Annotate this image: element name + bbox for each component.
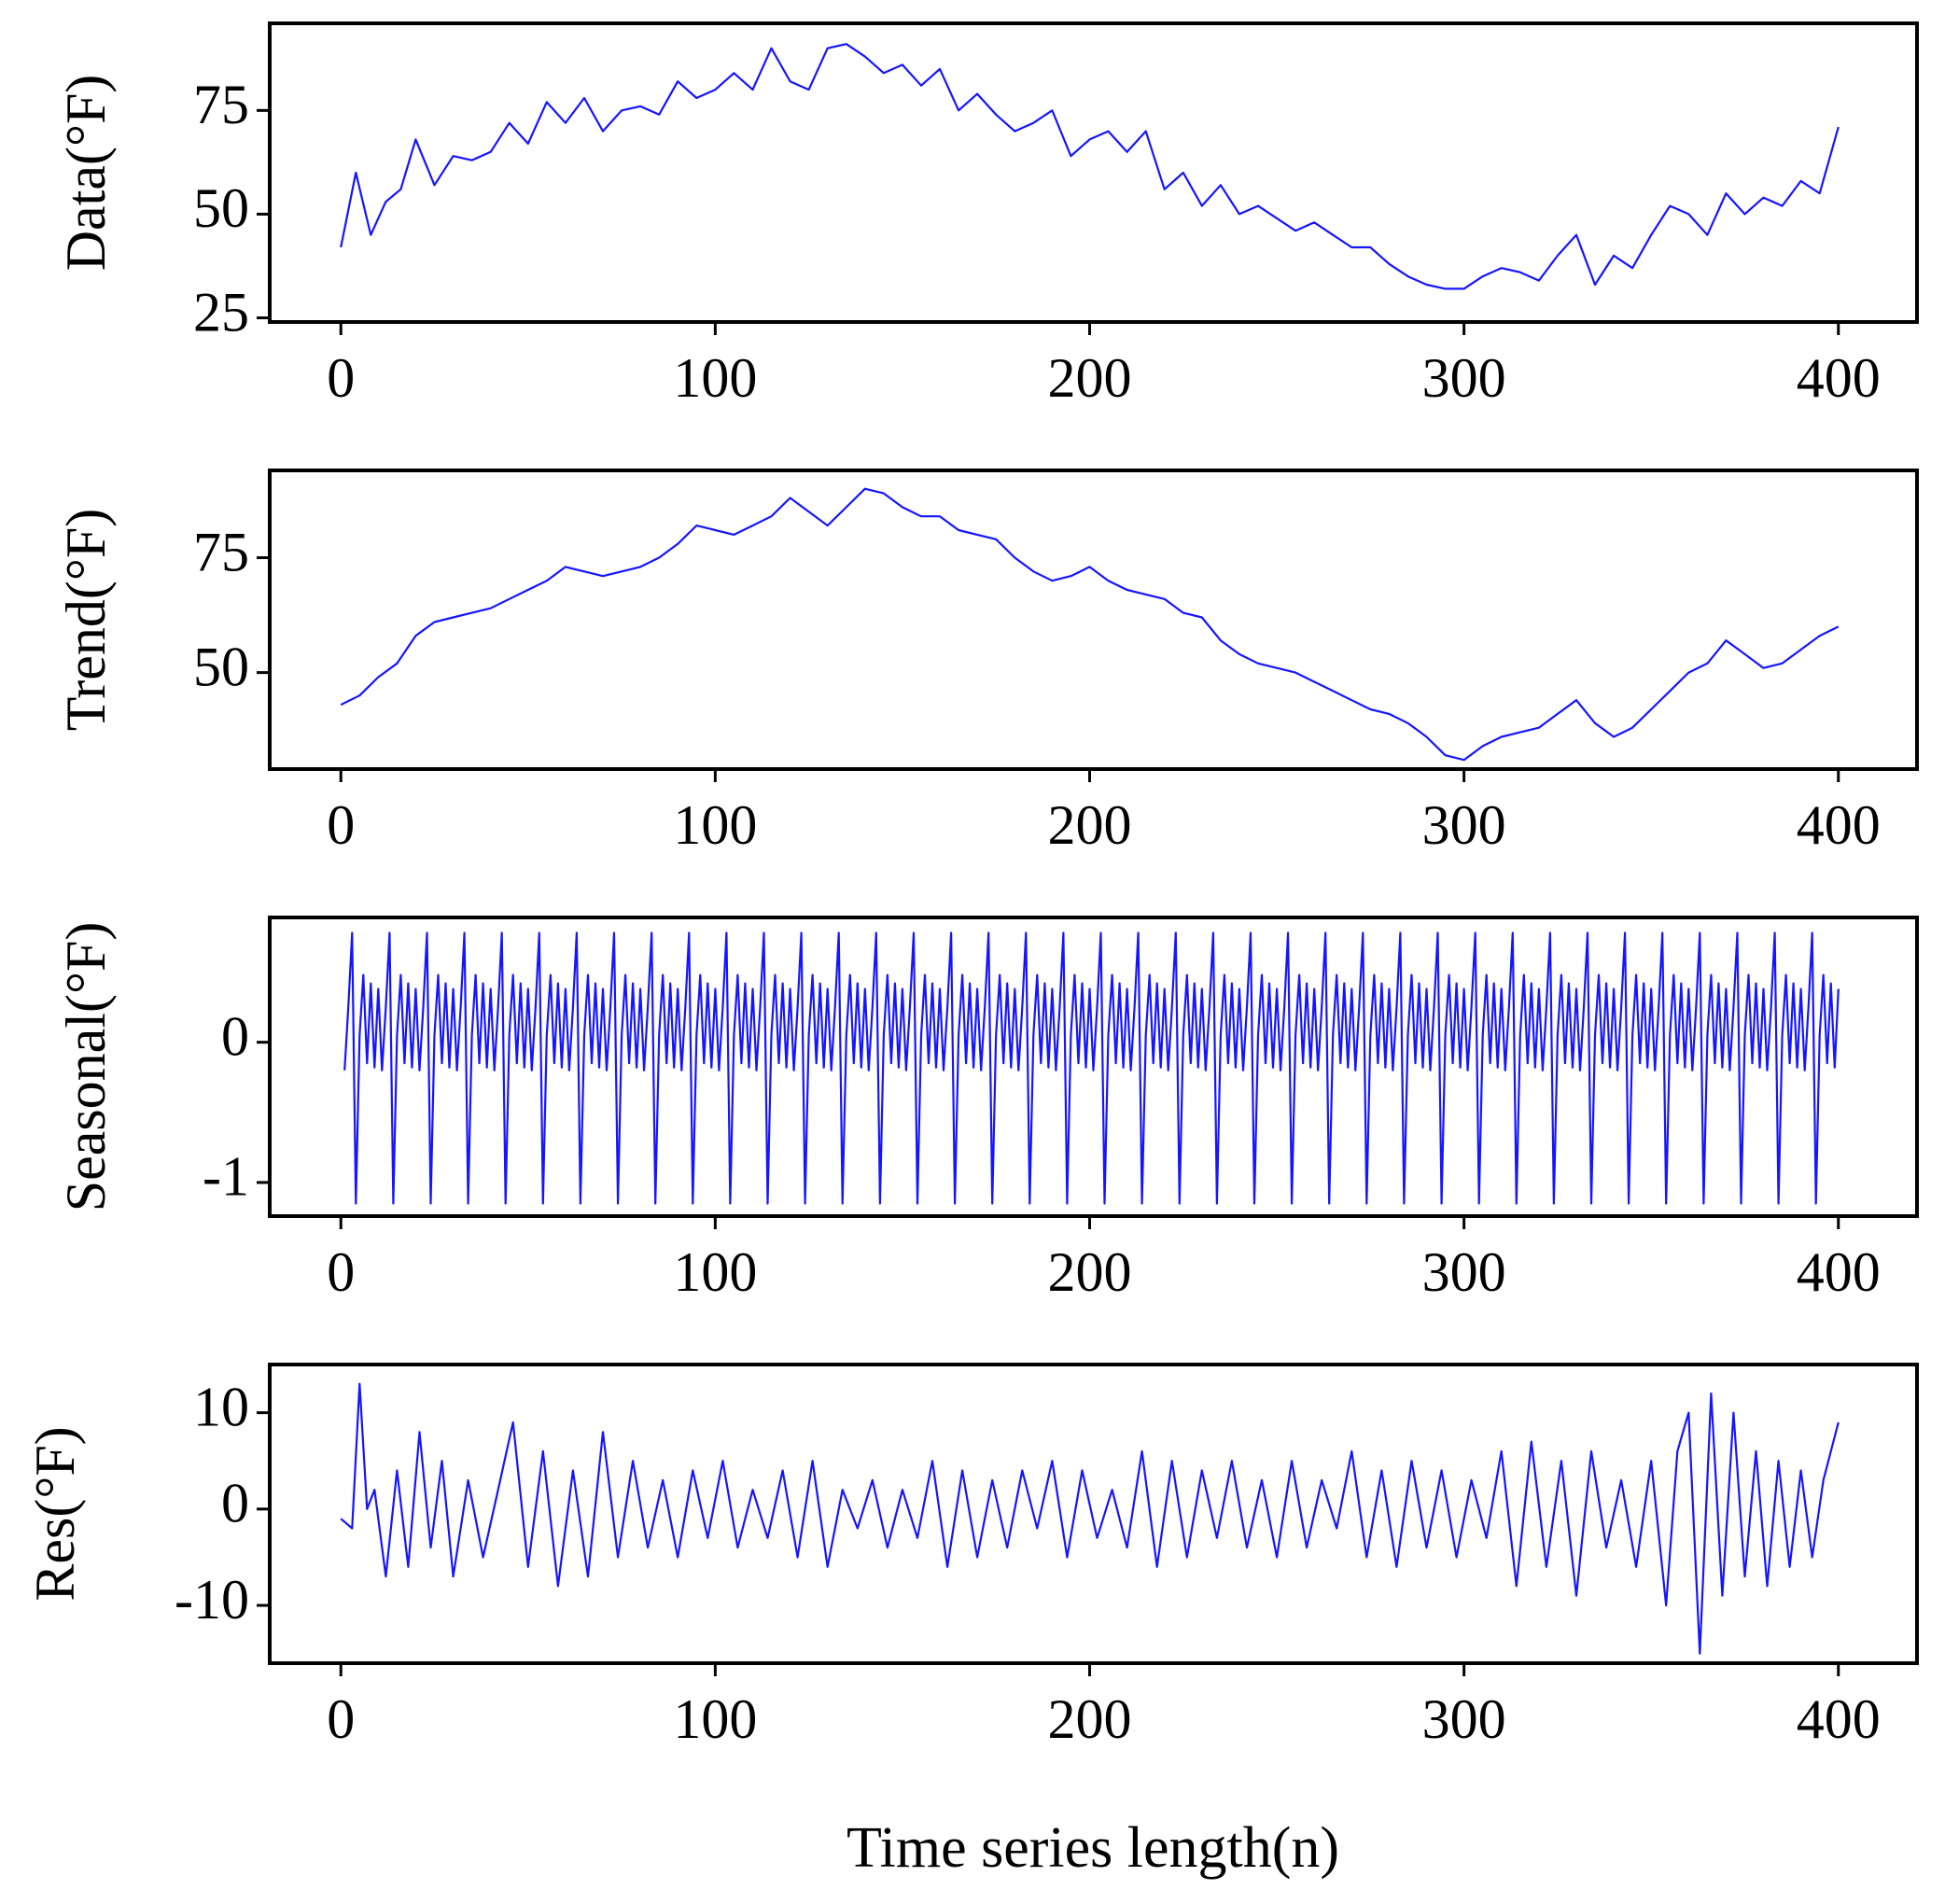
data-xtick-label-400: 400 <box>1797 347 1881 409</box>
trend-ylabel: Trend(°F) <box>55 509 117 731</box>
figure-xlabel: Time series length(n) <box>847 1816 1339 1880</box>
trend-xtick-label-0: 0 <box>327 794 355 856</box>
data-ylabel: Data(°F) <box>55 75 117 272</box>
data-axes-frame <box>268 21 1919 324</box>
data-xtick-label-300: 300 <box>1422 347 1506 409</box>
seasonal-xtick-label-0: 0 <box>327 1241 355 1303</box>
trend-xtick-label-300: 300 <box>1422 794 1506 856</box>
data-xtick-label-0: 0 <box>327 347 355 409</box>
trend-series-line <box>340 487 1840 762</box>
panel-trend: Trend(°F) 0 100 200 300 400 50 75 <box>55 469 1919 856</box>
trend-xtick-label-400: 400 <box>1797 794 1881 856</box>
res-xtick-label-300: 300 <box>1422 1688 1506 1750</box>
data-xtick-label-100: 100 <box>673 347 757 409</box>
seasonal-xtick-label-100: 100 <box>673 1241 757 1303</box>
data-ytick-label-50: 50 <box>193 177 249 239</box>
res-xtick-label-100: 100 <box>673 1688 757 1750</box>
trend-ytick-label-50: 50 <box>193 636 249 697</box>
data-ytick-label-25: 25 <box>193 281 249 343</box>
res-xtick-label-200: 200 <box>1047 1688 1131 1750</box>
seasonal-series-line <box>343 931 1840 1205</box>
trend-xtick-label-200: 200 <box>1047 794 1131 856</box>
panel-seasonal: Seasonal(°F) 0 100 200 300 400 -1 0 <box>55 916 1919 1303</box>
data-xtick-label-200: 200 <box>1047 347 1131 409</box>
res-ytick-label-10: 10 <box>193 1376 249 1437</box>
panel-res: Res(°F) 0 100 200 300 400 -10 0 10 <box>24 1363 1919 1750</box>
res-ytick-label--10: -10 <box>175 1569 249 1631</box>
seasonal-xtick-label-300: 300 <box>1422 1241 1506 1303</box>
seasonal-ytick-label-0: 0 <box>221 1005 249 1067</box>
res-xtick-label-400: 400 <box>1797 1688 1881 1750</box>
res-series-line <box>340 1382 1840 1655</box>
trend-xtick-label-100: 100 <box>673 794 757 856</box>
res-axes-frame <box>268 1363 1919 1665</box>
seasonal-ytick-label--1: -1 <box>203 1146 249 1208</box>
res-ytick-label-0: 0 <box>221 1473 249 1534</box>
res-ylabel: Res(°F) <box>24 1426 86 1601</box>
trend-ytick-label-75: 75 <box>193 521 249 582</box>
trend-axes-frame <box>268 469 1919 771</box>
panel-data: Data(°F) 0 100 200 300 400 25 50 75 <box>55 21 1919 409</box>
data-ytick-label-75: 75 <box>193 74 249 135</box>
seasonal-xtick-label-400: 400 <box>1797 1241 1881 1303</box>
seasonal-ylabel: Seasonal(°F) <box>55 922 117 1212</box>
seasonal-xtick-label-200: 200 <box>1047 1241 1131 1303</box>
res-xtick-label-0: 0 <box>327 1688 355 1750</box>
seasonal-axes-frame <box>268 916 1919 1218</box>
data-series-line <box>340 43 1840 290</box>
